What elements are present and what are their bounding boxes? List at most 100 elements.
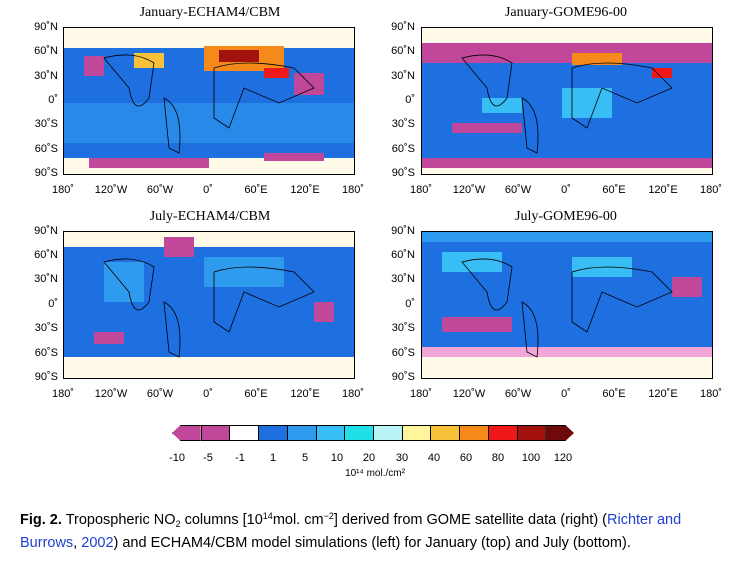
lon-label: 60˚W [504, 388, 532, 400]
colorbar-swatch [373, 425, 402, 441]
colorbar-tick-label: -10 [169, 452, 185, 464]
figure-label: Fig. 2. [20, 512, 62, 528]
lon-label: 0˚ [561, 388, 571, 400]
colorbar-swatch [258, 425, 287, 441]
figure-caption: Fig. 2. Tropospheric NO2 columns [1014mo… [20, 507, 724, 553]
colorbar-unit: 10¹⁴ mol./cm² [345, 468, 405, 479]
caption-text: columns [10 [180, 512, 263, 528]
lat-label: 30˚S [391, 118, 415, 130]
colorbar-swatch [344, 425, 373, 441]
lat-label: 90˚S [391, 371, 415, 383]
lat-label: 90˚S [34, 167, 58, 179]
colorbar-swatch [200, 425, 230, 441]
lon-label: 120˚W [94, 388, 128, 400]
caption-text: ) and ECHAM4/CBM model simulations (left… [113, 535, 631, 551]
lat-label: 60˚N [391, 249, 415, 261]
lat-label: 30˚N [391, 70, 415, 82]
lon-label: 180˚ [409, 388, 433, 400]
lon-label: 180˚ [51, 388, 75, 400]
lon-label: 120˚W [452, 184, 486, 196]
lon-label: 0˚ [203, 184, 213, 196]
caption-sub: 2 [175, 519, 181, 529]
map-jan-echam-field [64, 28, 354, 168]
lon-label: 180˚ [341, 388, 365, 400]
lat-label: 60˚S [391, 143, 415, 155]
lat-label: 0˚ [405, 94, 415, 106]
lon-label: 60˚E [602, 184, 626, 196]
colorbar-tick-label: 100 [521, 452, 541, 464]
map-jul-gome [421, 231, 713, 379]
map-jul-echam [63, 231, 355, 379]
colorbar-tick-label: 20 [362, 452, 376, 464]
panel-title-jul-gome: July-GOME96-00 [515, 209, 617, 224]
map-jul-echam-field [64, 237, 354, 378]
colorbar-tick-label: 60 [459, 452, 473, 464]
lon-label: 180˚ [699, 184, 723, 196]
panel-title-jan-echam: January-ECHAM4/CBM [139, 5, 281, 20]
lon-label: 60˚W [146, 184, 174, 196]
lon-label: 0˚ [561, 184, 571, 196]
colorbar-swatch [286, 425, 316, 441]
citation-link-year[interactable]: 2002 [81, 535, 114, 551]
lat-label: 30˚S [34, 322, 58, 334]
lat-label: 30˚N [34, 273, 58, 285]
lon-label: 0˚ [203, 388, 213, 400]
lon-label: 60˚W [504, 184, 532, 196]
map-jul-gome-field [422, 232, 712, 378]
lon-label: 120˚W [94, 184, 128, 196]
lat-label: 90˚S [34, 371, 58, 383]
lon-label: 120˚W [452, 388, 486, 400]
colorbar-tick-label: -5 [203, 452, 213, 464]
lat-label: 30˚S [391, 322, 415, 334]
colorbar [172, 425, 574, 441]
lon-label: 60˚E [602, 388, 626, 400]
colorbar-swatch [516, 425, 546, 441]
lat-label: 60˚S [34, 347, 58, 359]
panel-title-jul-echam: July-ECHAM4/CBM [149, 209, 271, 224]
caption-sup: 14 [262, 511, 273, 521]
colorbar-swatch [487, 425, 517, 441]
caption-text: ] derived from GOME satellite data (righ… [333, 512, 607, 528]
colorbar-swatch [459, 425, 488, 441]
colorbar-swatch [430, 425, 460, 441]
lat-label: 90˚N [34, 21, 58, 33]
colorbar-tick-label: 30 [395, 452, 409, 464]
lon-label: 180˚ [409, 184, 433, 196]
caption-text: , [73, 535, 82, 551]
lat-label: 0˚ [405, 298, 415, 310]
lat-label: 60˚S [34, 143, 58, 155]
lat-label: 0˚ [48, 298, 58, 310]
lon-label: 180˚ [699, 388, 723, 400]
lon-label: 60˚E [244, 184, 268, 196]
map-jan-gome-field [422, 28, 712, 168]
lon-label: 180˚ [341, 184, 365, 196]
panel-title-jan-gome: January-GOME96-00 [504, 5, 628, 20]
colorbar-swatch [545, 425, 574, 441]
colorbar-swatch [229, 425, 259, 441]
lon-label: 120˚E [648, 184, 678, 196]
lat-label: 30˚N [391, 273, 415, 285]
colorbar-tick-label: 1 [269, 452, 277, 464]
colorbar-tick-label: -1 [235, 452, 245, 464]
lat-label: 0˚ [48, 94, 58, 106]
map-jan-gome [421, 27, 713, 175]
lat-label: 90˚N [391, 225, 415, 237]
colorbar-tick-label: 120 [553, 452, 573, 464]
map-jan-echam [63, 27, 355, 175]
lat-label: 30˚N [34, 70, 58, 82]
colorbar-tick-label: 80 [491, 452, 505, 464]
lat-label: 60˚N [34, 249, 58, 261]
lat-label: 60˚S [391, 347, 415, 359]
lon-label: 60˚E [244, 388, 268, 400]
citation-link-authors[interactable]: Richter and Burrows [20, 512, 682, 551]
lat-label: 60˚N [391, 45, 415, 57]
colorbar-swatch [172, 425, 201, 441]
lon-label: 120˚E [648, 388, 678, 400]
lat-label: 90˚N [34, 225, 58, 237]
lat-label: 30˚S [34, 118, 58, 130]
lat-label: 90˚S [391, 167, 415, 179]
colorbar-tick-label: 5 [301, 452, 309, 464]
lon-label: 120˚E [290, 388, 320, 400]
lon-label: 120˚E [290, 184, 320, 196]
colorbar-tick-label: 10 [330, 452, 344, 464]
